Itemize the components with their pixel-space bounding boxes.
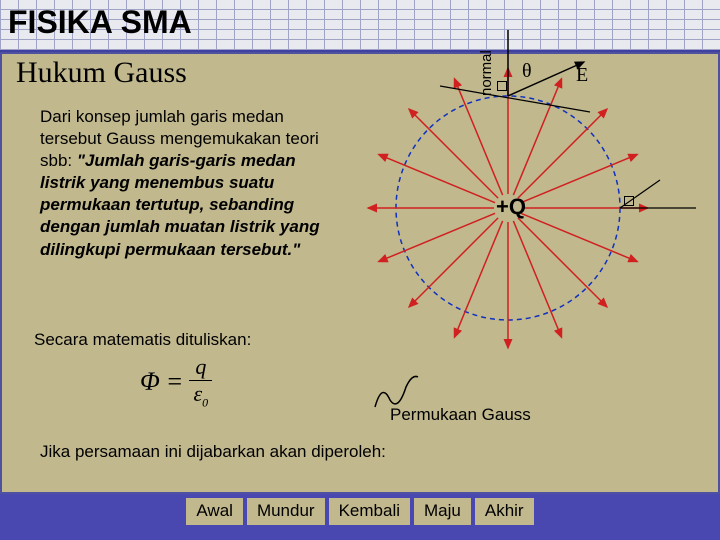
nav-akhir[interactable]: Akhir [475, 498, 534, 525]
formula-numerator: q [189, 356, 212, 381]
quote-text: "Jumlah garis-garis medan listrik yang m… [40, 151, 320, 258]
slide-title: Hukum Gauss [16, 56, 187, 90]
diagram-caption: Permukaan Gauss [390, 405, 531, 425]
theta-label: θ [522, 60, 532, 83]
formula-denominator: ε0 [194, 381, 209, 408]
body-text: Dari konsep jumlah garis medan tersebut … [40, 106, 340, 261]
derive-text: Jika persamaan ini dijabarkan akan diper… [40, 442, 386, 462]
diagram-svg [360, 30, 700, 390]
nav-kembali[interactable]: Kembali [329, 498, 410, 525]
gauss-diagram: normal θ E +Q [360, 30, 700, 390]
nav-bar: Awal Mundur Kembali Maju Akhir [0, 494, 720, 540]
nav-maju[interactable]: Maju [414, 498, 471, 525]
nav-awal[interactable]: Awal [186, 498, 243, 525]
charge-label: +Q [496, 194, 526, 220]
nav-mundur[interactable]: Mundur [247, 498, 325, 525]
gauss-formula: Φ = q ε0 [140, 356, 212, 408]
e-label: E [576, 64, 588, 87]
right-angle-top-icon [497, 81, 507, 91]
formula-eq: = [166, 367, 184, 397]
formula-lhs: Φ [140, 367, 160, 397]
math-label: Secara matematis dituliskan: [34, 330, 251, 350]
normal-label: normal [478, 50, 495, 96]
right-angle-side-icon [624, 196, 634, 206]
page-title: FISIKA SMA [8, 4, 192, 41]
